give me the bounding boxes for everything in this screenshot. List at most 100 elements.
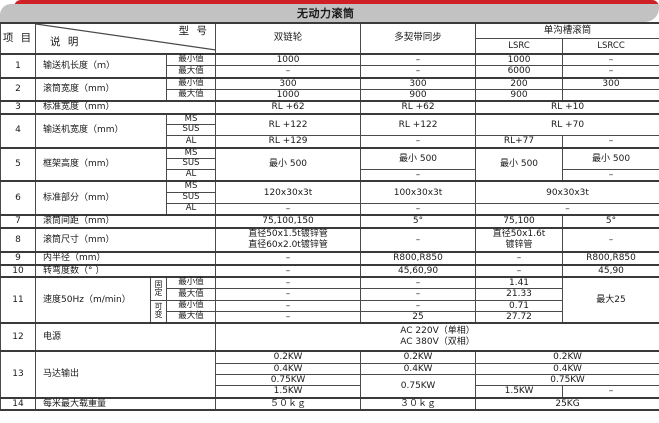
row-label: 电源 [34,322,217,352]
row-label: 每米最大载重量 [34,396,217,411]
cell-value: RL +122 [215,112,362,137]
sub-label-al: AL [165,203,217,216]
cell-value: RL +62 [215,100,362,115]
cell-value-multiline: AC 220V（单相） AC 380V（双相） [215,322,659,352]
sub-label-min: 最小值 [165,76,217,91]
cell-value: – [475,203,659,216]
table-row: 1.5KW 1.5KW – [1,385,659,399]
row-label: 转弯度数（° ） [34,263,217,278]
cell-value: 1000 [475,53,564,67]
sub-label-sus: SUS [165,124,217,137]
sub-label-fixed-char1: 固 [154,279,163,289]
cell-value: – [562,135,659,149]
table-row: 最大值 1000 900 900 [1,89,659,102]
cell-value-line1: 直径50x1.6t [492,228,546,239]
sub-label-ms: MS [165,180,217,194]
header-desc-label: 说 明 [50,36,81,48]
header-col-lsrcc-label: LSRCC [597,40,625,51]
cell-value: – [562,53,659,67]
sub-label-max: 最大值 [165,89,217,102]
cell-value: – [215,251,362,266]
cell-value: – [360,275,477,290]
cell-value: – [215,203,362,216]
cell-value: 最小 500 [475,146,564,182]
table-row: 7 滚筒间距（mm） 75,100,150 5° 75,100 5° [0,214,659,229]
banner-gray-bar [0,4,659,22]
row-label: 内半径（mm） [34,251,217,266]
table-row: 14 每米最大载重量 ５０ｋｇ ３０ｋｇ 25KG [0,396,659,411]
cell-value: – [360,299,477,312]
cell-value: 0.75KW [215,373,362,387]
row-label: 输送机宽度（mm） [35,112,167,149]
row-label: 滚筒宽度（mm） [35,76,167,102]
cell-value: RL +62 [360,100,477,115]
sub-label-sus: SUS [165,158,217,171]
row-number: 11 [0,275,36,324]
cell-value: 300 [215,76,362,91]
cell-value: 25 [360,310,477,324]
table-row: 0.4KW 0.4KW 0.4KW [1,362,659,375]
table-row: AL RL +129 – RL+77 – [1,135,659,149]
page-title: 无动力滚筒 [297,7,355,20]
cell-value: RL +129 [215,135,362,149]
row-label: 输送机长度（ｍ） [35,53,167,79]
sub-label-min: 最小值 [165,299,217,312]
header-col-lsrc: LSRC [475,38,564,55]
cell-value: 0.75KW [360,373,477,399]
diagonal-divider-icon [36,24,216,51]
cell-value: RL +10 [475,100,659,115]
header-col-double-sprocket: 双链轮 [215,22,362,55]
row-number: 10 [0,263,36,278]
row-number: 12 [0,322,36,352]
row-number: 9 [0,251,36,266]
cell-value: – [360,288,477,301]
cell-value: 0.2KW [475,350,659,364]
table-row: 9 内半径（mm） – R800,R850 – R800,R850 [0,251,659,266]
row-number: 14 [0,396,36,411]
cell-value: 1.5KW [475,385,564,399]
cell-value-line2: 镀锌管 [505,239,533,250]
cell-value: 1000 [215,89,362,102]
header-col-single-groove: 单沟槽滚筒 [475,22,659,39]
header-col-single-groove-label: 单沟槽滚筒 [543,24,592,36]
cell-value: 45,60,90 [360,263,477,278]
row-label: 马达输出 [34,350,217,399]
sub-label-min: 最小值 [165,53,217,67]
sub-label-sus: SUS [165,192,217,204]
cell-value-line2: 直径60x2.0t镀锌管 [248,239,328,250]
cell-value: – [475,263,564,278]
cell-value: 90x30x3t [475,180,659,205]
table-row: 0.75KW 0.75KW 0.75KW [1,373,659,399]
cell-value: 0.2KW [360,350,477,364]
table-row: 1 输送机长度（ｍ） 最小值 1000 – 1000 – [0,53,659,79]
cell-value: 75,100,150 [215,214,362,229]
cell-value: – [562,169,659,182]
header-desc-model-cell: 说 明 型 号 [34,22,217,55]
sub-label-max: 最大值 [165,65,217,79]
page-banner: 无动力滚筒 [0,0,659,22]
header-item-label: 项 目 [2,32,34,45]
row-number: 6 [0,180,36,216]
cell-value: – [360,169,477,182]
row-number: 3 [0,100,36,115]
cell-value: 1.5KW [215,385,362,399]
sub-label-al: AL [165,169,217,182]
cell-value: 最小 500 [562,146,659,171]
cell-value: 45,90 [562,263,659,278]
table-row: AL – – – [1,203,659,216]
cell-value: 100x30x3t [360,180,477,205]
row-number: 2 [0,76,36,102]
header-col-multi-rib: 多契带同步 [360,22,477,55]
row-label: 速度50Hz（m/min） [35,275,151,324]
cell-value: – [215,275,362,290]
table-row: AL – – [1,169,659,182]
table-row: 10 转弯度数（° ） – 45,60,90 – 45,90 [0,263,659,278]
specification-table: 项 目 说 明 型 号 双链轮 多契带同步 单沟槽滚筒 LSRC [0,22,659,411]
row-number: 7 [0,214,36,229]
row-label: 框架高度（mm） [35,146,167,182]
table-row: 5 框架高度（mm） MS 最小 500 最小 500 最小 500 最小 50… [0,146,659,182]
row-label: 标准部分（mm） [35,180,167,216]
cell-value: – [562,226,659,253]
table-row: 可 变 最小值 – – 0.71 [1,299,659,324]
